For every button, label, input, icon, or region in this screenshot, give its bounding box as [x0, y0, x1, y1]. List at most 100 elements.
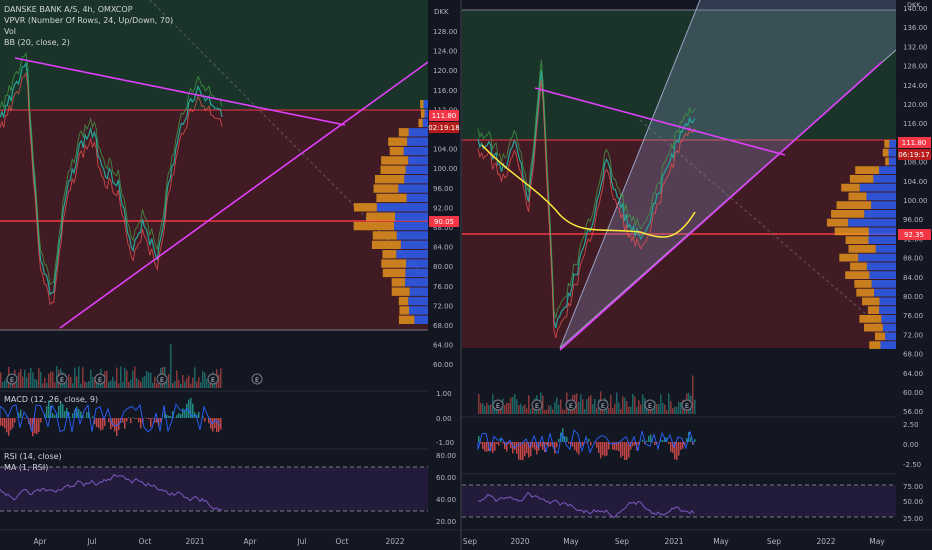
left-volume-bar — [68, 374, 70, 388]
right-vpvr-up-bar — [874, 288, 896, 297]
right-earnings-marker[interactable] — [644, 399, 656, 411]
left-volume-bar — [140, 382, 142, 388]
left-volume-bar — [190, 383, 192, 388]
left-volume-bar — [196, 381, 198, 388]
right-volume-bar — [676, 407, 678, 414]
left-vpvr-down-bar — [398, 315, 415, 324]
right-volume-bar — [636, 407, 638, 414]
right-macd-bar — [680, 442, 682, 450]
right-earnings-marker[interactable] — [681, 399, 693, 411]
left-volume-bar — [136, 378, 138, 388]
right-volume-bar — [660, 394, 662, 414]
left-macd-bar — [80, 411, 82, 418]
left-earnings-marker[interactable] — [6, 373, 18, 385]
left-macd-bar — [134, 418, 136, 420]
right-volume-bar — [550, 405, 552, 414]
right-price-tick: 124.00 — [903, 82, 928, 90]
right-vpvr-up-bar — [868, 236, 896, 244]
right-earnings-marker[interactable] — [531, 399, 543, 411]
left-vpvr-down-bar — [380, 165, 406, 174]
right-volume-bar — [582, 399, 584, 414]
left-volume-bar — [36, 380, 38, 388]
right-vpvr-down-bar — [841, 183, 860, 192]
left-volume-bar — [206, 379, 208, 388]
right-volume-bar — [514, 394, 516, 414]
left-volume-bar — [108, 381, 110, 388]
left-earnings-marker[interactable] — [207, 373, 219, 385]
left-volume-bar — [90, 369, 92, 388]
right-vpvr-up-bar — [871, 201, 896, 209]
left-poc-price: 90.05 — [434, 218, 454, 226]
right-macd-bar — [662, 440, 664, 442]
right-price-tick: 132.00 — [903, 43, 928, 51]
right-bb-upper — [477, 60, 696, 319]
left-volume-bar — [166, 377, 168, 388]
left-time-label: Apr — [34, 537, 48, 546]
left-volume-bar — [94, 377, 96, 388]
left-macd-bar — [10, 418, 12, 431]
left-price-tick: 88.00 — [433, 224, 453, 232]
right-macd-bar — [540, 442, 542, 447]
right-earnings-marker[interactable] — [597, 399, 609, 411]
right-macd-bar — [534, 442, 536, 450]
left-poc-badge — [429, 216, 459, 227]
right-macd-bar — [510, 442, 512, 449]
left-vpvr-down-bar — [371, 240, 401, 249]
left-rsi-ma-label: MA (1, RSI) — [4, 463, 48, 472]
right-volume-bar — [602, 407, 604, 414]
left-earnings-letter: E — [160, 376, 164, 384]
left-volume-bar — [18, 372, 20, 388]
left-earnings-marker[interactable] — [156, 373, 168, 385]
left-vpvr-up-bar — [408, 156, 428, 165]
left-macd-bar — [182, 408, 184, 418]
right-price-axis[interactable] — [897, 0, 932, 530]
right-macd-bar — [578, 442, 580, 455]
left-macd-bar — [100, 418, 102, 431]
right-macd-bar — [532, 442, 534, 448]
left-vpvr-up-bar — [404, 175, 428, 184]
left-macd-bar — [0, 418, 2, 426]
left-macd-bar — [60, 401, 62, 418]
right-macd-bar — [644, 442, 646, 444]
left-vpvr-down-bar — [382, 268, 406, 278]
left-price-axis[interactable] — [428, 0, 460, 530]
right-time-label: Sep — [767, 537, 781, 546]
right-rsi-tick: 25.00 — [903, 515, 923, 523]
left-macd-bar — [102, 418, 104, 430]
left-earnings-marker[interactable] — [56, 373, 68, 385]
left-rsi-line — [0, 473, 223, 512]
right-volume-bar — [480, 402, 482, 414]
right-volume-bar — [628, 406, 630, 414]
right-earnings-marker[interactable] — [492, 399, 504, 411]
left-bb-lower — [0, 71, 223, 306]
right-time-label: 2021 — [664, 537, 683, 546]
left-earnings-marker[interactable] — [251, 373, 263, 385]
left-vpvr-up-bar — [408, 296, 428, 306]
right-earnings-marker[interactable] — [565, 399, 577, 411]
left-volume-bar — [116, 367, 118, 388]
right-volume-bar — [642, 394, 644, 414]
left-macd-line — [0, 403, 221, 433]
right-time-label: Sep — [463, 537, 477, 546]
right-vpvr-up-bar — [882, 323, 896, 332]
right-vpvr-down-bar — [836, 201, 872, 209]
right-macd-bar — [554, 442, 556, 454]
left-vpvr-down-bar — [382, 250, 397, 259]
right-vpvr-down-bar — [864, 323, 883, 332]
left-macd-bar — [208, 418, 210, 424]
left-macd-bar — [176, 415, 178, 418]
left-macd-bar — [130, 418, 132, 424]
left-earnings-marker[interactable] — [94, 373, 106, 385]
left-volume-bar — [186, 378, 188, 388]
right-chart: E E E E E E 140.00 136.00 132.00 128.00 124.00 120… — [462, 0, 932, 546]
right-macd-bar — [598, 442, 600, 454]
right-vpvr-down-bar — [859, 315, 882, 323]
left-volume-bar — [170, 344, 172, 388]
right-volume-bar — [638, 400, 640, 414]
right-volume-bar — [506, 403, 508, 414]
left-macd-bar — [114, 418, 116, 432]
right-macd-bar — [514, 442, 516, 450]
right-vpvr-down-bar — [874, 332, 886, 341]
left-macd-bar — [204, 418, 206, 422]
